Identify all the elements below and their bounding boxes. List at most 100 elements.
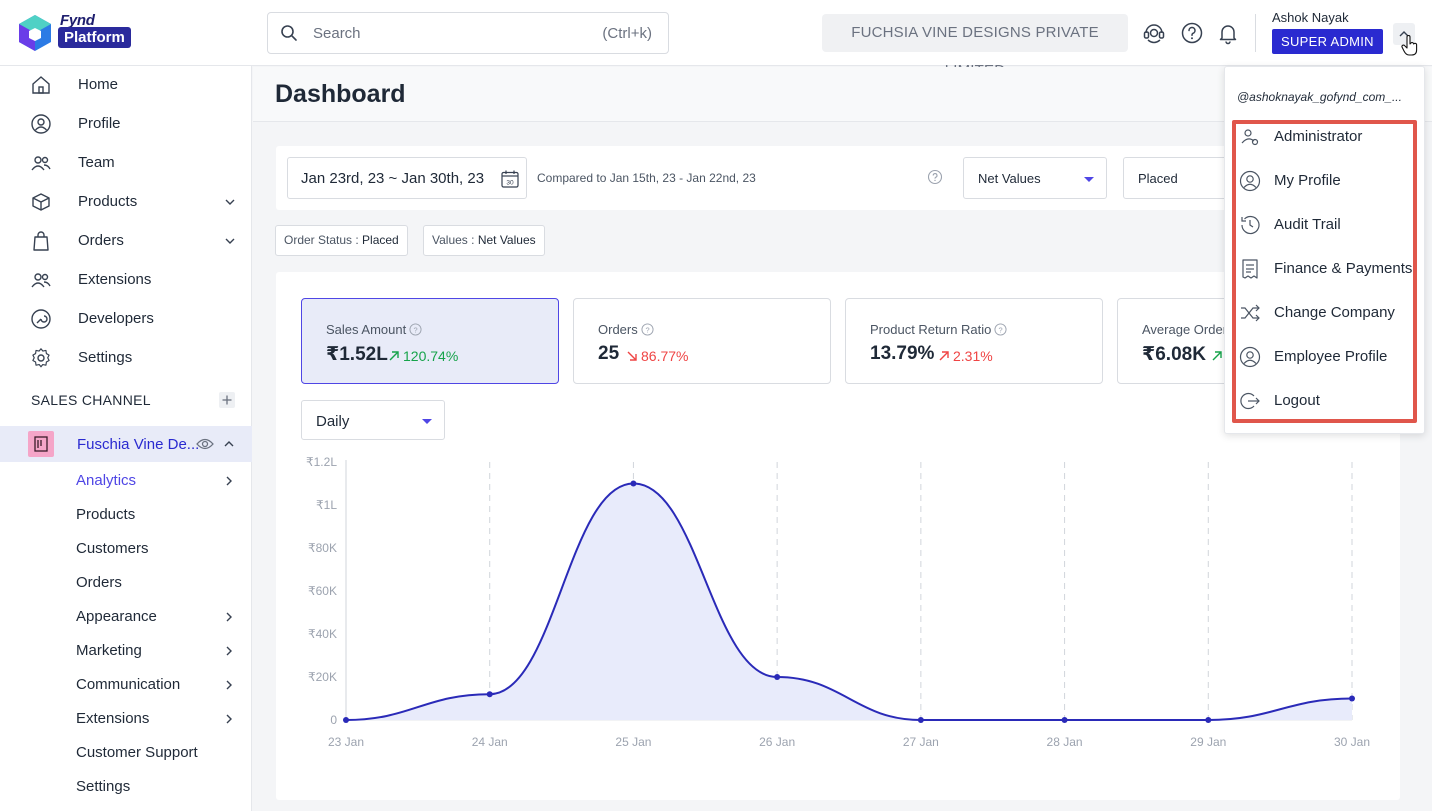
data-point bbox=[1205, 717, 1212, 723]
search-input[interactable]: Search (Ctrl+k) bbox=[267, 12, 669, 54]
value-type-select[interactable]: Net Values bbox=[963, 157, 1107, 199]
subnav-customers[interactable]: Customers bbox=[0, 534, 252, 564]
period-selected: Daily bbox=[316, 413, 350, 430]
menu-highlight-box bbox=[1232, 120, 1417, 423]
y-tick-label: 0 bbox=[330, 713, 337, 727]
kpi-sales-amount[interactable]: Sales Amount? ₹1.52L 120.74% bbox=[301, 298, 559, 384]
subnav-label: Products bbox=[76, 506, 136, 523]
admin-icon bbox=[1241, 129, 1259, 146]
menu-item-audit-trail[interactable]: Audit Trail bbox=[1233, 205, 1418, 245]
x-tick-label: 25 Jan bbox=[615, 735, 651, 749]
y-tick-label: ₹80K bbox=[308, 541, 337, 555]
kpi-label-wrap: Orders? bbox=[598, 322, 654, 337]
subnav-settings[interactable]: Settings bbox=[0, 772, 252, 802]
sidebar-item-products[interactable]: Products bbox=[0, 183, 252, 221]
subnav-marketing[interactable]: Marketing bbox=[0, 636, 252, 666]
role-badge: SUPER ADMIN bbox=[1272, 29, 1383, 54]
profile-icon bbox=[31, 114, 51, 134]
help-icon: ? bbox=[641, 323, 654, 336]
hand-cursor-icon bbox=[1401, 35, 1418, 56]
svg-text:?: ? bbox=[414, 325, 418, 334]
menu-item-finance-payments[interactable]: Finance & Payments bbox=[1233, 249, 1418, 289]
caret-down-icon bbox=[422, 419, 432, 424]
support-icon[interactable] bbox=[1141, 20, 1167, 46]
eye-icon[interactable] bbox=[196, 436, 214, 452]
y-tick-label: ₹1.2L bbox=[306, 455, 337, 469]
x-tick-label: 29 Jan bbox=[1190, 735, 1226, 749]
receipt-icon bbox=[1242, 259, 1258, 279]
menu-item-label: Change Company bbox=[1274, 304, 1395, 321]
menu-item-label: My Profile bbox=[1274, 172, 1341, 189]
help-icon[interactable] bbox=[927, 169, 943, 185]
chevron-up-icon[interactable] bbox=[223, 438, 235, 450]
kpi-label-wrap: Product Return Ratio? bbox=[870, 322, 1007, 337]
add-channel-button[interactable] bbox=[219, 392, 235, 408]
sidebar-item-extensions[interactable]: Extensions bbox=[0, 261, 252, 299]
user-circle-icon bbox=[1239, 346, 1261, 368]
kpi-return-ratio[interactable]: Product Return Ratio? 13.79% 2.31% bbox=[845, 298, 1103, 384]
menu-item-my-profile[interactable]: My Profile bbox=[1233, 161, 1418, 201]
header-divider bbox=[1255, 14, 1256, 52]
subnav-customer-support[interactable]: Customer Support bbox=[0, 738, 252, 768]
chevron-right-icon bbox=[226, 714, 232, 724]
sales-chart: 0 ₹20K ₹40K ₹60K ₹80K ₹1L ₹1.2L 23 Jan 24 Jan 25 … bbox=[306, 455, 1370, 749]
menu-item-label: Logout bbox=[1274, 392, 1320, 409]
subnav-analytics[interactable]: Analytics bbox=[0, 466, 252, 496]
kpi-value: 25 bbox=[598, 343, 620, 364]
subnav-extensions[interactable]: Extensions bbox=[0, 704, 252, 734]
menu-item-administrator[interactable]: Administrator bbox=[1233, 117, 1418, 157]
chevron-right-icon bbox=[226, 680, 232, 690]
user-menu: @ashoknayak_gofynd_com_... Administrator… bbox=[1224, 66, 1425, 434]
box-icon bbox=[32, 193, 50, 211]
filter-chip-values[interactable]: Values : Net Values bbox=[423, 225, 545, 256]
shuffle-icon bbox=[1241, 304, 1260, 322]
chevron-right-icon bbox=[226, 646, 232, 656]
sidebar-item-label: Orders bbox=[78, 232, 124, 249]
user-handle: @ashoknayak_gofynd_com_... bbox=[1237, 90, 1402, 104]
extensions-icon bbox=[31, 273, 51, 288]
subnav-label: Orders bbox=[76, 574, 122, 591]
subnav-communication[interactable]: Communication bbox=[0, 670, 252, 700]
channel-name: Fuschia Vine De... bbox=[77, 436, 200, 453]
subnav-label: Appearance bbox=[76, 608, 157, 625]
sidebar-item-label: Team bbox=[78, 154, 115, 171]
data-point bbox=[1061, 717, 1068, 723]
subnav-products[interactable]: Products bbox=[0, 500, 252, 530]
sidebar-item-label: Developers bbox=[78, 310, 154, 327]
filter-chip-order-status[interactable]: Order Status : Placed bbox=[275, 225, 408, 256]
subnav-appearance[interactable]: Appearance bbox=[0, 602, 252, 632]
sidebar-item-home[interactable]: Home bbox=[0, 66, 252, 104]
menu-item-change-company[interactable]: Change Company bbox=[1233, 293, 1418, 333]
kpi-label-wrap: Sales Amount? bbox=[326, 322, 422, 337]
plus-icon bbox=[222, 395, 232, 405]
kpi-orders[interactable]: Orders? 25 86.77% bbox=[573, 298, 831, 384]
y-tick-label: ₹40K bbox=[308, 627, 337, 641]
bell-icon[interactable] bbox=[1215, 20, 1241, 46]
x-tick-label: 28 Jan bbox=[1047, 735, 1083, 749]
subnav-label: Customers bbox=[76, 540, 149, 557]
help-icon[interactable] bbox=[1179, 20, 1205, 46]
menu-item-employee-profile[interactable]: Employee Profile bbox=[1233, 337, 1418, 377]
fynd-platform-logo[interactable]: Fynd Platform bbox=[16, 12, 156, 54]
chevron-down-icon bbox=[225, 238, 235, 244]
arrow-up-right-icon bbox=[1212, 351, 1222, 361]
date-range-picker[interactable]: Jan 23rd, 23 ~ Jan 30th, 23 30 bbox=[287, 157, 527, 199]
status-select[interactable]: Placed bbox=[1123, 157, 1243, 199]
sidebar-item-developers[interactable]: Developers bbox=[0, 300, 252, 338]
calendar-day: 30 bbox=[506, 180, 514, 187]
subnav-label: Extensions bbox=[76, 710, 150, 727]
sales-channel-item[interactable]: Fuschia Vine De... bbox=[0, 426, 252, 462]
sales-channel-title: SALES CHANNEL bbox=[31, 392, 151, 408]
search-shortcut: (Ctrl+k) bbox=[602, 25, 652, 42]
sidebar-item-orders[interactable]: Orders bbox=[0, 222, 252, 260]
sidebar-item-settings[interactable]: Settings bbox=[0, 339, 252, 377]
chevron-down-icon bbox=[225, 199, 235, 205]
sidebar-item-profile[interactable]: Profile bbox=[0, 105, 252, 143]
period-select[interactable]: Daily bbox=[301, 400, 445, 440]
sidebar-item-team[interactable]: Team bbox=[0, 144, 252, 182]
data-point bbox=[917, 717, 924, 723]
subnav-orders[interactable]: Orders bbox=[0, 568, 252, 598]
menu-item-logout[interactable]: Logout bbox=[1233, 381, 1418, 421]
kpi-label: Sales Amount bbox=[326, 322, 407, 337]
company-selector[interactable]: FUCHSIA VINE DESIGNS PRIVATE LIMITED bbox=[822, 14, 1128, 79]
